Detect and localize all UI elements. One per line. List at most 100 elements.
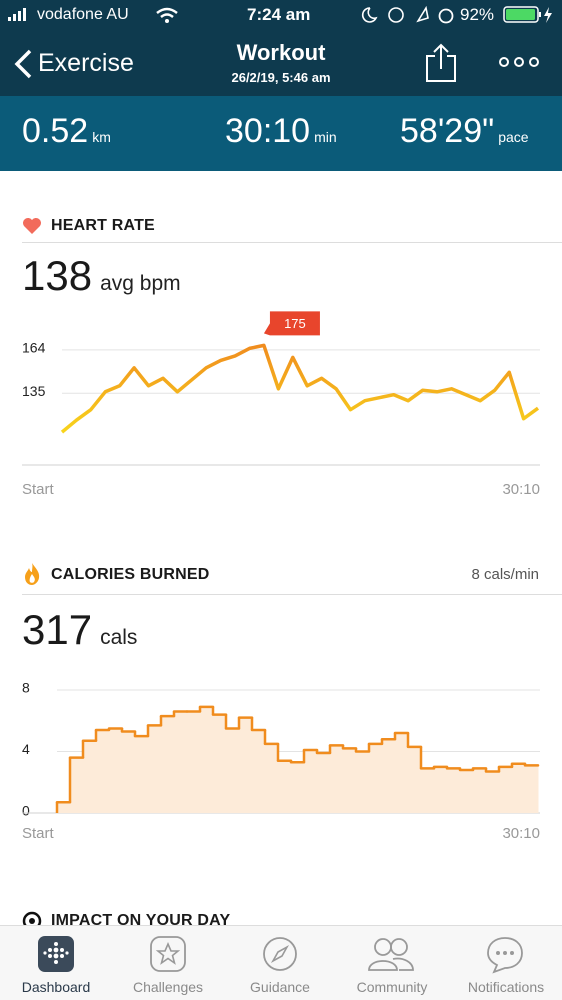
x-label: 30:10: [502, 825, 540, 842]
calorie-step-area: [252, 729, 266, 813]
x-label: 30:10: [502, 481, 540, 498]
tab-label[interactable]: Notifications: [467, 979, 545, 995]
calorie-step-area: [122, 731, 136, 813]
nav-subtitle: 26/2/19, 5:46 am: [231, 70, 331, 85]
wifi-icon: [156, 7, 178, 23]
x-label: Start: [22, 481, 55, 498]
battery-icon: [503, 6, 552, 23]
calorie-step-area: [83, 740, 97, 813]
summary: 138 avg bpm: [22, 252, 181, 300]
tab-icon[interactable]: [366, 936, 416, 972]
flame-icon: [25, 563, 40, 585]
stat-unit: km: [92, 129, 111, 145]
summary-unit: avg bpm: [100, 272, 181, 295]
calorie-step-area: [291, 762, 305, 813]
calorie-step-area: [369, 743, 383, 813]
calorie-step-area: [395, 733, 409, 813]
calorie-step-area: [343, 748, 357, 813]
tab-bar: Dashboard Challenges Guidance Community …: [0, 925, 562, 1000]
stat-unit: pace: [498, 129, 529, 145]
tab-label[interactable]: Guidance: [250, 979, 310, 995]
calorie-rate: 8 cals/min: [471, 566, 539, 583]
section-title: IMPACT ON YOUR DAY: [51, 912, 231, 929]
stat-value: 0.52: [22, 112, 89, 150]
y-tick-label: 0: [22, 803, 30, 819]
calorie-step-area: [499, 766, 513, 813]
calorie-step-area: [317, 753, 331, 813]
calorie-step-area: [278, 760, 292, 813]
stat-value: 30:10: [225, 112, 311, 150]
calorie-step-area: [96, 729, 110, 813]
stat-unit: min: [314, 129, 337, 145]
calorie-step-area: [226, 728, 240, 813]
nav-title: Workout: [236, 40, 326, 65]
divider: [22, 594, 562, 595]
section-title: HEART RATE: [51, 217, 155, 234]
calorie-step-area: [356, 751, 370, 813]
more-button[interactable]: [498, 56, 540, 68]
back-icon[interactable]: [12, 48, 34, 80]
y-tick-label: 4: [22, 741, 30, 757]
tab-icon[interactable]: [150, 936, 186, 972]
tab-icon[interactable]: [38, 936, 74, 972]
peak-label: 175: [284, 316, 306, 331]
calorie-step-area: [109, 728, 123, 813]
header: vodafone AU 7:24 am 92% Exercise Workout…: [0, 0, 562, 96]
calorie-step-area: [265, 743, 279, 813]
calorie-step-area: [525, 765, 539, 813]
tab-label[interactable]: Dashboard: [21, 979, 91, 995]
x-label: Start: [22, 825, 55, 842]
tab-label[interactable]: Challenges: [132, 979, 204, 995]
status-icons: [361, 6, 454, 24]
y-tick-label: 135: [22, 383, 46, 399]
calorie-step-area: [408, 746, 422, 813]
calorie-step-area: [213, 714, 227, 813]
calorie-step-area: [434, 766, 448, 813]
stats-bar: 0.52 km 30:10 min 58'29" pace: [0, 96, 562, 171]
calorie-step-area: [512, 763, 526, 813]
calorie-step-area: [174, 711, 188, 813]
calorie-step-area: [460, 769, 474, 813]
battery-percent: 92%: [460, 5, 495, 24]
carrier: vodafone AU: [37, 6, 129, 23]
y-tick-label: 8: [22, 680, 30, 696]
peak-marker: [263, 311, 320, 336]
calorie-step-area: [135, 736, 149, 813]
calorie-step-area: [239, 717, 253, 813]
divider: [22, 242, 562, 243]
calorie-step-area: [187, 711, 201, 813]
tab-icon[interactable]: [262, 936, 298, 972]
calorie-step-area: [330, 745, 344, 813]
back-button[interactable]: Exercise: [38, 49, 134, 77]
stat: 0.52 km: [22, 112, 111, 151]
calorie-step-area: [161, 716, 175, 813]
summary-value: 317: [22, 606, 93, 653]
calorie-step-area: [57, 802, 71, 813]
heart-rate-chart: 135 164 Start 30:10 175: [22, 311, 540, 498]
y-tick-label: 164: [22, 340, 46, 356]
heart-icon: [23, 218, 41, 234]
summary-unit: cals: [100, 626, 138, 649]
calorie-step-area: [447, 768, 461, 813]
calorie-step-area: [382, 739, 396, 813]
calorie-step-area: [486, 771, 500, 813]
stat: 58'29" pace: [400, 112, 529, 151]
section-title: CALORIES BURNED: [51, 566, 210, 583]
stat-value: 58'29": [400, 112, 495, 150]
calorie-step-area: [473, 768, 487, 813]
stat: 30:10 min: [225, 112, 337, 151]
calorie-step-area: [200, 706, 214, 813]
summary: 317 cals: [22, 606, 137, 654]
heart-rate-line: [60, 343, 540, 434]
summary-value: 138: [22, 252, 93, 299]
calorie-step-area: [304, 749, 318, 813]
calorie-step-area: [70, 757, 84, 813]
calories-chart: 0 4 8 Start 30:10: [22, 680, 540, 842]
tab-label[interactable]: Community: [356, 979, 428, 995]
tab-icon[interactable]: [486, 936, 524, 974]
share-button[interactable]: [424, 42, 458, 84]
calorie-step-area: [148, 725, 162, 813]
clock: 7:24 am: [247, 5, 311, 24]
calorie-step-area: [421, 768, 435, 813]
